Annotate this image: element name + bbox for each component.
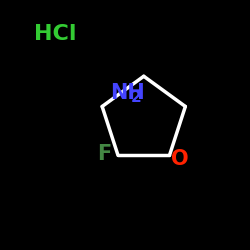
Text: HCl: HCl xyxy=(34,24,76,44)
Text: 2: 2 xyxy=(131,90,142,105)
Text: NH: NH xyxy=(110,83,144,103)
Text: O: O xyxy=(171,149,188,169)
Text: F: F xyxy=(97,144,112,164)
